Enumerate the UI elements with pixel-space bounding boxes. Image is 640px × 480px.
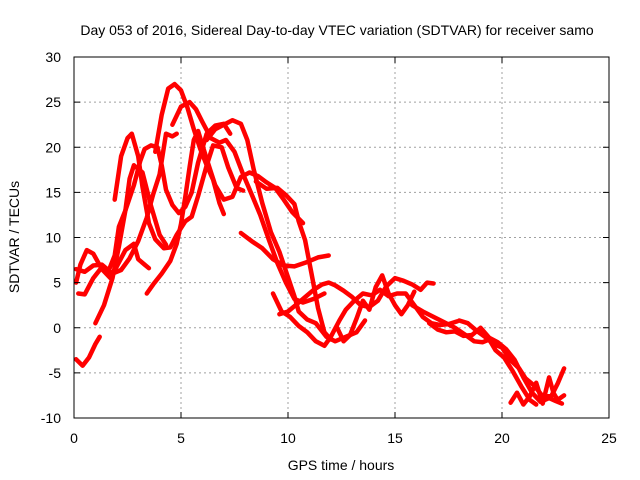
x-tick-label: 10 xyxy=(280,430,296,446)
series-trace-13 xyxy=(270,287,460,349)
x-tick-label: 15 xyxy=(387,430,403,446)
x-tick-label: 20 xyxy=(494,430,510,446)
y-axis-label: SDTVAR / TECUs xyxy=(6,181,22,293)
series-trace-6 xyxy=(112,131,246,251)
chart-title: Day 053 of 2016, Sidereal Day-to-day VTE… xyxy=(80,22,593,38)
series-trace-17 xyxy=(426,320,565,406)
series-trace-18 xyxy=(456,318,567,399)
series-trace-12 xyxy=(253,179,334,342)
y-tick-label: 20 xyxy=(45,139,61,155)
series-trace-16 xyxy=(409,302,539,407)
series-trace-19 xyxy=(508,375,567,407)
series-trace-3 xyxy=(73,131,179,276)
y-tick-label: 15 xyxy=(45,184,61,200)
y-tick-label: -10 xyxy=(41,410,61,426)
series-trace-14 xyxy=(277,275,436,317)
axis-ticks: 0 5 10 15 20 25 -10 -5 0 5 10 15 20 25 30 xyxy=(41,49,617,446)
series-trace-1 xyxy=(73,334,102,368)
series-trace-5 xyxy=(93,163,169,326)
x-axis-label: GPS time / hours xyxy=(288,457,395,473)
series-trace-8 xyxy=(153,81,227,217)
series-trace-10 xyxy=(204,117,368,344)
x-tick-label: 5 xyxy=(177,430,185,446)
x-tick-label: 0 xyxy=(70,430,78,446)
y-tick-label: 30 xyxy=(45,49,61,65)
x-tick-label: 25 xyxy=(601,430,617,446)
series-trace-11 xyxy=(238,230,331,269)
y-tick-label: 10 xyxy=(45,230,61,246)
y-tick-label: -5 xyxy=(49,365,62,381)
series-trace-15 xyxy=(334,273,417,344)
y-tick-label: 0 xyxy=(53,320,61,336)
data-series xyxy=(73,81,567,407)
y-tick-label: 25 xyxy=(45,94,61,110)
y-tick-label: 5 xyxy=(53,275,61,291)
